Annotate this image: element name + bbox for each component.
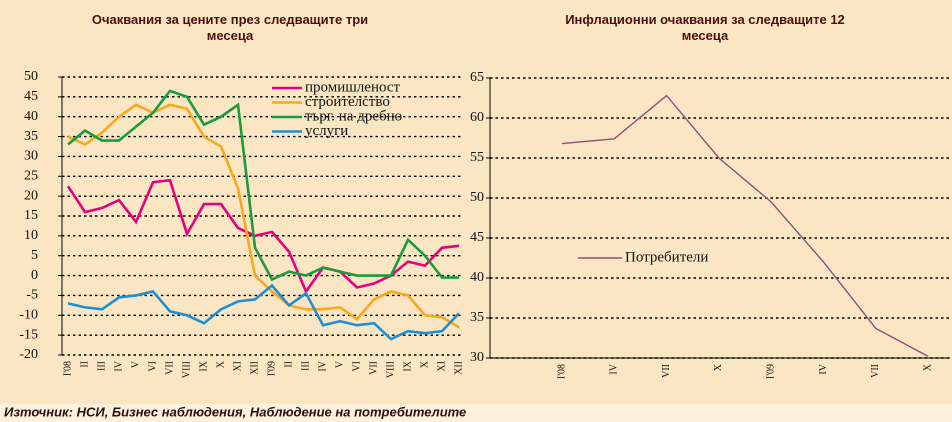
y-tick-label: -10 [19, 308, 38, 323]
x-tick-label: VII [870, 364, 881, 378]
y-tick-label: 45 [24, 89, 38, 104]
x-tick-label: V [334, 360, 345, 368]
x-tick-label: VIII [385, 361, 396, 378]
x-tick-label: II [283, 361, 294, 368]
series-line [67, 103, 460, 329]
y-tick-label: 55 [470, 150, 484, 165]
x-tick-label: IX [402, 360, 413, 371]
legend-label: строителство [305, 94, 390, 110]
y-tick-label: 30 [24, 149, 38, 164]
x-tick-label: XII [249, 361, 260, 375]
y-tick-label: 20 [24, 188, 38, 203]
x-tick-label: I'08 [62, 361, 73, 376]
y-tick-label: 0 [31, 268, 38, 283]
x-tick-label: IV [317, 360, 328, 371]
y-tick-label: 65 [470, 70, 484, 85]
x-tick-label: XI [436, 361, 447, 372]
y-tick-label: 45 [470, 230, 484, 245]
y-tick-label: 25 [24, 169, 38, 184]
x-tick-label: VI [351, 361, 362, 372]
x-tick-label: X [713, 363, 724, 371]
legend-label: промишленост [305, 79, 401, 95]
x-tick-label: III [300, 361, 311, 371]
x-tick-label: VII [661, 364, 672, 378]
x-tick-label: I'09 [765, 364, 776, 379]
x-tick-label: X [922, 363, 933, 371]
legend-label: Потребители [625, 249, 708, 265]
y-tick-label: 60 [470, 110, 484, 125]
x-tick-label: VII [164, 361, 175, 375]
x-tick-label: XI [232, 361, 243, 372]
x-tick-label: III [96, 361, 107, 371]
y-tick-label: -20 [19, 347, 38, 362]
x-tick-label: VI [147, 361, 158, 372]
legend-label: търг. на дребно [305, 108, 402, 124]
x-tick-label: II [79, 361, 90, 368]
y-tick-label: 50 [470, 190, 484, 205]
x-tick-label: XII [453, 361, 464, 375]
footer-band [0, 404, 952, 422]
y-tick-label: -5 [26, 288, 38, 303]
x-tick-label: IV [609, 363, 620, 374]
y-tick-label: 10 [24, 228, 38, 243]
y-tick-label: 30 [470, 350, 484, 365]
y-tick-label: 35 [470, 310, 484, 325]
x-tick-label: VIII [181, 361, 192, 378]
series-line [66, 178, 460, 295]
x-tick-label: I'09 [266, 361, 277, 376]
y-tick-label: 15 [24, 208, 38, 223]
series-line [67, 89, 459, 282]
x-tick-label: I'08 [556, 364, 567, 379]
chart-title: Очаквания за цените през следващите три м… [92, 12, 368, 43]
x-tick-label: X [215, 360, 226, 368]
background [0, 0, 952, 404]
y-tick-label: 50 [24, 69, 38, 84]
y-tick-label: 40 [470, 270, 484, 285]
y-tick-label: 40 [24, 109, 38, 124]
x-tick-label: IV [818, 363, 829, 374]
y-tick-label: 5 [31, 248, 38, 263]
x-tick-label: VII [368, 361, 379, 375]
y-tick-label: 35 [24, 129, 38, 144]
chart-title: Инфлационни очаквания за следващите 12 ме… [565, 12, 845, 43]
x-tick-label: X [419, 360, 430, 368]
legend-label: услуги [305, 123, 348, 139]
source: Източник: НСИ, Бизнес наблюдения, Наблюд… [4, 404, 466, 419]
series-line [561, 94, 929, 358]
x-tick-label: IV [113, 360, 124, 371]
y-tick-label: -15 [19, 327, 38, 342]
x-tick-label: IX [198, 360, 209, 371]
series-line [67, 283, 460, 341]
x-tick-label: V [130, 360, 141, 368]
